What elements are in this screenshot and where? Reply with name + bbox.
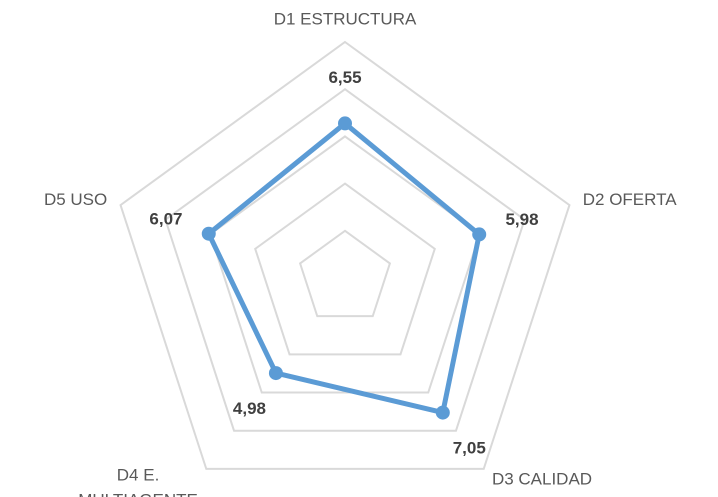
category-label: D3 CALIDAD: [492, 470, 592, 489]
data-label: 4,98: [233, 399, 266, 418]
data-point: [435, 405, 450, 420]
data-point: [472, 227, 487, 242]
category-label: D5 USO: [44, 190, 107, 209]
category-label: D2 OFERTA: [583, 190, 677, 209]
grid-ring: [164, 87, 526, 432]
data-point: [268, 366, 283, 381]
series-line: [206, 120, 482, 416]
grid-ring: [298, 229, 392, 318]
data-point: [338, 116, 352, 131]
data-label: 6,07: [149, 209, 182, 228]
data-label: 6,55: [328, 68, 361, 87]
grid-ring: [254, 182, 436, 356]
data-label: 7,05: [453, 438, 486, 457]
category-label: D1 ESTRUCTURA: [274, 9, 417, 28]
category-label: D4 E.MULTIAGENTE: [78, 466, 198, 497]
data-point: [201, 226, 216, 241]
grid-ring: [119, 40, 571, 470]
data-label: 5,98: [505, 210, 538, 229]
